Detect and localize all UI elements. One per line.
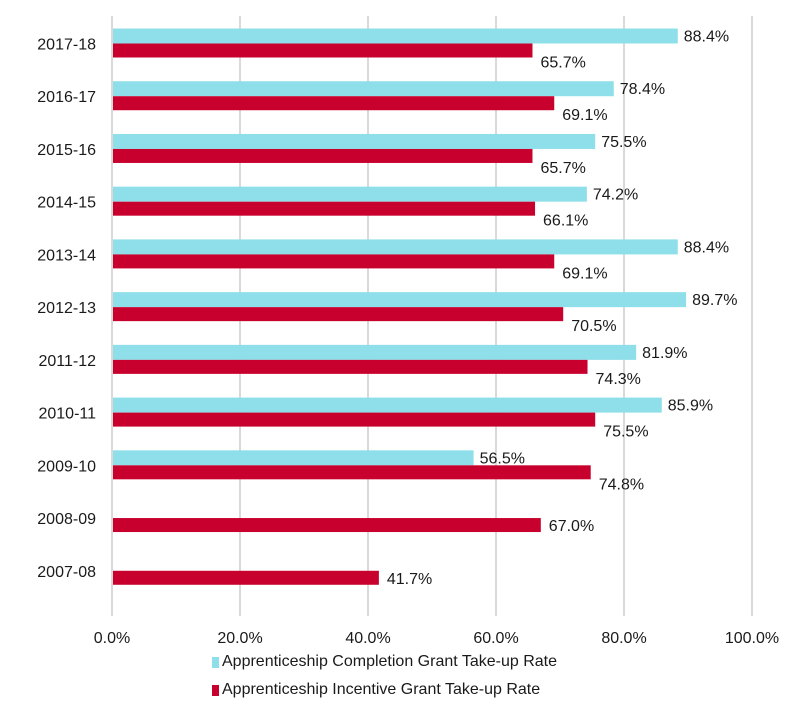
x-tick-label: 40.0%	[345, 630, 390, 647]
data-label-incentive: 70.5%	[571, 318, 616, 335]
bar-incentive	[113, 518, 541, 533]
bar-completion	[113, 81, 614, 97]
bar-completion	[113, 186, 587, 202]
category-label: 2009-10	[37, 458, 96, 475]
bar-incentive	[113, 412, 596, 427]
data-label-completion: 85.9%	[668, 398, 713, 415]
legend: Apprenticeship Completion Grant Take-up …	[212, 648, 557, 704]
data-label-completion: 56.5%	[480, 450, 525, 467]
x-tick-label: 80.0%	[601, 630, 646, 647]
bar-incentive	[113, 254, 555, 269]
data-label-incentive: 67.0%	[549, 518, 594, 535]
category-label: 2013-14	[37, 247, 96, 264]
bar-incentive	[113, 570, 379, 585]
value-axis: 0.0% 20.0% 40.0% 60.0% 80.0% 100.0%	[94, 630, 779, 647]
legend-item-completion: Apprenticeship Completion Grant Take-up …	[212, 648, 557, 676]
category-label: 2016-17	[37, 89, 96, 106]
bar-incentive	[113, 359, 588, 374]
legend-label-incentive: Apprenticeship Incentive Grant Take-up R…	[222, 681, 541, 698]
data-label-incentive: 69.1%	[562, 107, 607, 124]
bar-incentive	[113, 148, 533, 163]
data-label-incentive: 41.7%	[387, 571, 432, 588]
data-label-incentive: 69.1%	[562, 265, 607, 282]
data-label-incentive: 65.7%	[540, 160, 585, 177]
bar-completion	[113, 397, 662, 413]
bar-incentive	[113, 201, 536, 216]
bar-completion	[113, 28, 678, 44]
x-tick-label: 0.0%	[94, 630, 130, 647]
bar-completion	[113, 239, 678, 255]
category-label: 2008-09	[37, 511, 96, 528]
data-label-incentive: 75.5%	[603, 424, 648, 441]
legend-label-completion: Apprenticeship Completion Grant Take-up …	[222, 653, 557, 670]
category-label: 2015-16	[37, 142, 96, 159]
data-label-completion: 81.9%	[642, 345, 687, 362]
bar-incentive	[113, 307, 564, 322]
data-labels: 88.4% 65.7% 78.4% 69.1% 75.5% 65.7% 74.2% 66.1%…	[387, 29, 738, 588]
data-label-incentive: 74.3%	[596, 371, 641, 388]
bar-completion	[113, 133, 596, 149]
category-label: 2011-12	[38, 353, 96, 370]
bar-completion	[113, 292, 687, 308]
category-label: 2010-11	[38, 406, 96, 423]
category-label: 2017-18	[37, 37, 96, 54]
bar-completion	[113, 344, 637, 360]
x-tick-label: 60.0%	[473, 630, 518, 647]
bars	[113, 28, 687, 585]
category-axis: 2017-18 2016-17 2015-16 2014-15 2013-14 2012-…	[37, 37, 96, 581]
data-label-completion: 88.4%	[684, 29, 729, 46]
bar-incentive	[113, 465, 591, 480]
legend-swatch-completion	[212, 656, 219, 668]
x-tick-label: 20.0%	[217, 630, 262, 647]
bar-completion	[113, 450, 474, 466]
x-tick-label: 100.0%	[725, 630, 779, 647]
data-label-incentive: 66.1%	[543, 213, 588, 230]
category-label: 2012-13	[37, 300, 96, 317]
category-label: 2014-15	[37, 195, 96, 212]
data-label-completion: 88.4%	[684, 239, 729, 256]
bar-incentive	[113, 43, 533, 58]
data-label-completion: 89.7%	[692, 292, 737, 309]
data-label-incentive: 74.8%	[599, 476, 644, 493]
data-label-completion: 75.5%	[601, 134, 646, 151]
data-label-completion: 74.2%	[593, 187, 638, 204]
legend-item-incentive: Apprenticeship Incentive Grant Take-up R…	[212, 676, 557, 704]
legend-swatch-incentive	[212, 684, 219, 696]
data-label-completion: 78.4%	[620, 81, 665, 98]
data-label-incentive: 65.7%	[540, 55, 585, 72]
category-label: 2007-08	[37, 564, 96, 581]
bar-incentive	[113, 96, 555, 111]
